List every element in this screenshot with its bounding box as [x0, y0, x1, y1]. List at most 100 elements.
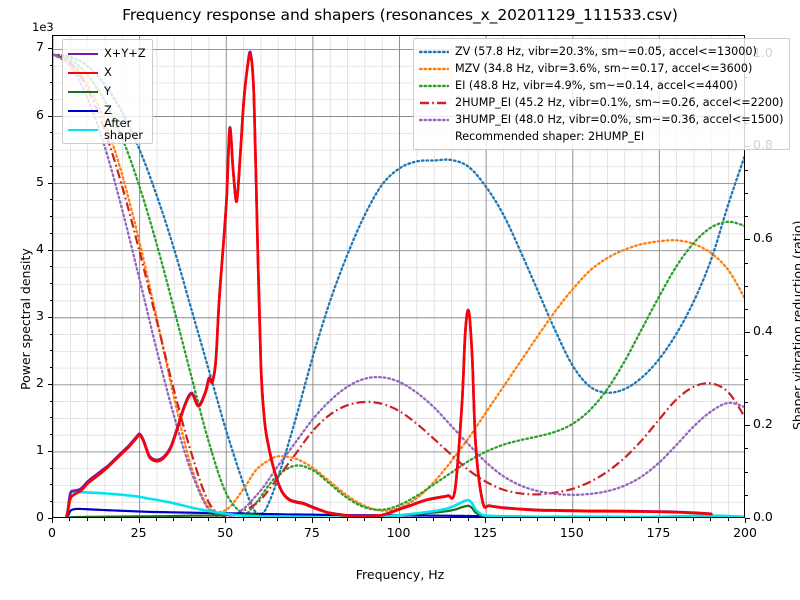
legend-line-swatch — [418, 63, 450, 75]
legend-item-x-y-z[interactable]: X+Y+Z — [68, 44, 146, 63]
axis-tick — [745, 239, 750, 241]
axis-tick — [69, 518, 71, 521]
axis-tick — [138, 518, 140, 523]
legend-item-label: After shaper — [104, 115, 144, 142]
axis-tick-label: 75 — [303, 525, 320, 540]
legend-item-z[interactable]: Z — [68, 101, 146, 120]
axis-tick-label: 0.6 — [753, 230, 773, 246]
axis-tick — [207, 518, 209, 521]
chart-title: Frequency response and shapers (resonanc… — [122, 6, 678, 24]
legend-line-swatch — [418, 80, 450, 92]
axis-tick — [49, 484, 52, 486]
shaper-curve-mzv — [53, 53, 744, 514]
axis-tick — [606, 518, 608, 521]
axis-tick — [294, 518, 296, 521]
axis-tick — [47, 518, 52, 519]
legend-item-mzv[interactable]: MZV (34.8 Hz, vibr=3.6%, sm~=0.17, accel… — [418, 60, 783, 77]
axis-tick-label: 175 — [646, 525, 671, 540]
psd-curve-x — [64, 52, 713, 517]
axis-tick — [745, 169, 748, 171]
axis-tick — [49, 232, 52, 234]
legend-item-label: 3HUMP_EI (48.0 Hz, vibr=0.0%, sm~=0.36, … — [455, 112, 784, 126]
axis-tick-label: 6 — [36, 106, 44, 122]
axis-tick-label: 0.2 — [753, 416, 773, 432]
axis-tick — [745, 518, 750, 519]
axis-tick — [433, 518, 435, 521]
axis-tick-label: 1 — [36, 441, 44, 457]
axis-tick-label: 7 — [36, 39, 44, 55]
legend-item-label: Y — [104, 83, 111, 98]
legend-line-swatch — [68, 105, 98, 117]
legend-item-2hump_ei[interactable]: 2HUMP_EI (45.2 Hz, vibr=0.1%, sm~=0.26, … — [419, 94, 783, 111]
axis-tick — [49, 216, 52, 218]
legend-item-y[interactable]: Y — [68, 82, 146, 101]
axis-tick-label: 2 — [36, 374, 44, 390]
axis-tick-label: 100 — [386, 525, 411, 540]
axis-tick — [121, 518, 123, 521]
axis-tick — [47, 450, 52, 452]
axis-tick — [745, 448, 748, 450]
axis-tick — [641, 518, 643, 521]
axis-tick — [745, 309, 748, 310]
axis-tick — [745, 262, 748, 264]
axis-tick — [49, 199, 52, 201]
legend-item-zv[interactable]: ZV (57.8 Hz, vibr=20.3%, sm~=0.05, accel… — [418, 43, 783, 60]
axis-tick — [49, 299, 52, 301]
legend-axes: X+Y+Z X Y Z After shaper — [62, 39, 153, 144]
legend-item-label: EI (48.8 Hz, vibr=4.9%, sm~=0.14, accel<… — [455, 78, 738, 92]
axis-tick — [623, 518, 625, 521]
axis-tick — [571, 518, 573, 523]
axis-tick — [242, 518, 244, 521]
axis-tick — [49, 283, 52, 285]
axis-tick — [49, 350, 52, 352]
axis-tick-label: 200 — [733, 525, 757, 540]
axis-tick — [710, 518, 712, 521]
data-layer — [53, 50, 744, 517]
legend-item-label: X — [104, 64, 112, 79]
axis-tick — [745, 355, 748, 357]
legend-item-label: Z — [104, 102, 112, 117]
axis-tick — [675, 518, 677, 521]
x-axis-label: Frequency, Hz — [355, 567, 445, 582]
axis-tick — [259, 518, 261, 521]
axis-tick — [173, 518, 175, 521]
y-axis-label: Power spectral density — [18, 248, 33, 390]
axis-tick — [727, 518, 729, 521]
axis-tick — [49, 467, 52, 469]
axis-tick — [49, 65, 52, 67]
axis-tick — [47, 115, 52, 117]
axis-tick — [537, 518, 539, 521]
axis-tick — [745, 494, 748, 496]
legend-item-label: X+Y+Z — [104, 45, 146, 60]
axis-tick — [745, 518, 746, 523]
axis-tick — [52, 518, 53, 523]
axis-tick — [49, 149, 52, 151]
legend-item-after-shaper[interactable]: After shaper — [68, 115, 146, 142]
axis-tick — [49, 333, 52, 335]
shaper-curve-2hump_ei — [53, 53, 744, 517]
legend-line-swatch — [418, 114, 450, 126]
legend-item-x[interactable]: X — [68, 63, 146, 82]
axis-tick — [155, 518, 157, 521]
axis-tick — [49, 400, 52, 402]
axis-tick — [47, 48, 52, 50]
axis-tick — [658, 518, 660, 523]
axis-tick — [47, 182, 52, 184]
axis-tick — [86, 518, 88, 521]
axis-tick — [745, 425, 750, 427]
legend-shapers: ZV (57.8 Hz, vibr=20.3%, sm~=0.05, accel… — [413, 38, 791, 150]
legend-line-swatch — [419, 97, 449, 109]
y2-axis-label: Shaper vibration reduction (ratio) — [790, 220, 800, 430]
y-axis-multiplier: 1e3 — [32, 20, 54, 34]
legend-item-ei[interactable]: EI (48.8 Hz, vibr=4.9%, sm~=0.14, accel<… — [418, 77, 783, 94]
axis-tick — [329, 518, 331, 521]
axis-tick — [49, 501, 52, 503]
axis-tick — [450, 518, 452, 521]
axis-tick — [363, 518, 365, 521]
axis-tick-label: 0.4 — [753, 323, 773, 339]
axis-tick-label: 0 — [48, 525, 56, 540]
axis-tick — [277, 518, 279, 521]
axis-tick — [190, 518, 192, 521]
legend-item-3hump_ei[interactable]: 3HUMP_EI (48.0 Hz, vibr=0.0%, sm~=0.36, … — [418, 111, 784, 128]
